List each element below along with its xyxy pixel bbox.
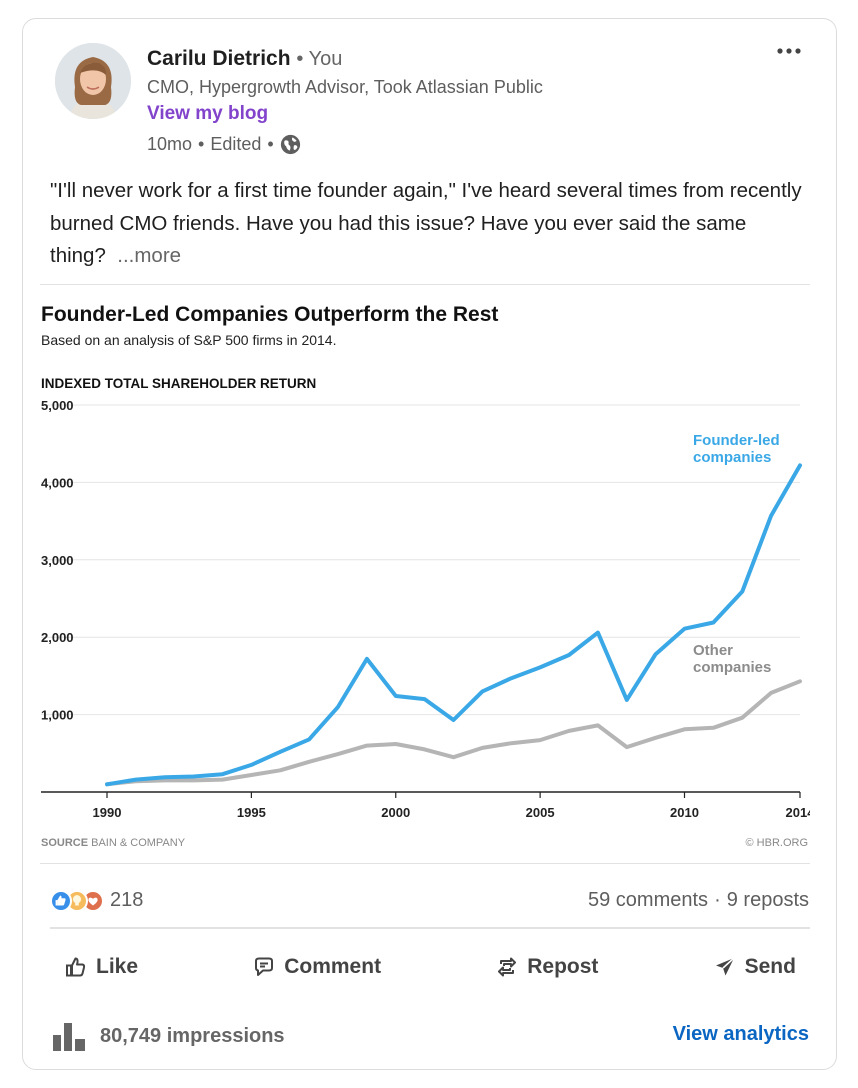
author-you-label: • You bbox=[296, 48, 343, 70]
comment-icon bbox=[255, 957, 274, 976]
comment-label: Comment bbox=[284, 955, 382, 978]
repost-label: Repost bbox=[527, 955, 599, 978]
impressions-count: 80,749 impressions bbox=[100, 1024, 285, 1047]
globe-icon bbox=[280, 134, 300, 155]
like-label: Like bbox=[96, 955, 139, 978]
chart-y-axis-label: INDEXED TOTAL SHAREHOLDER RETURN bbox=[41, 376, 316, 391]
more-options-icon[interactable] bbox=[774, 41, 804, 61]
post-meta: 10mo • Edited • bbox=[147, 134, 301, 155]
action-divider bbox=[50, 927, 810, 929]
view-analytics-link[interactable]: View analytics bbox=[672, 1023, 809, 1045]
series-label-founder-led: Founder-led companies bbox=[693, 432, 780, 466]
series-label-other-companies: Other companies bbox=[693, 642, 771, 676]
feed-post-card: Carilu Dietrich • You CMO, Hypergrowth A… bbox=[22, 18, 837, 1070]
send-label: Send bbox=[744, 955, 796, 978]
reposts-count[interactable]: 9 reposts bbox=[726, 889, 809, 911]
y-tick-label: 4,000 bbox=[41, 475, 74, 490]
repost-icon bbox=[498, 957, 517, 977]
like-button[interactable]: Like bbox=[50, 947, 152, 987]
author-name-text[interactable]: Carilu Dietrich bbox=[147, 47, 291, 70]
x-tick-label: 2000 bbox=[381, 805, 410, 820]
comment-button[interactable]: Comment bbox=[238, 947, 395, 987]
author-avatar[interactable] bbox=[55, 43, 131, 119]
post-age: 10mo bbox=[147, 134, 193, 154]
repost-button[interactable]: Repost bbox=[481, 947, 612, 987]
post-image-chart[interactable]: Founder-Led Companies Outperform the Res… bbox=[40, 284, 810, 864]
y-tick-label: 2,000 bbox=[41, 630, 74, 645]
x-tick-label: 1990 bbox=[93, 805, 122, 820]
comments-reposts-summary: 59 comments · 9 reposts bbox=[588, 889, 809, 912]
chart-subtitle: Based on an analysis of S&P 500 firms in… bbox=[41, 332, 336, 348]
post-edited-label: Edited bbox=[210, 134, 262, 154]
comments-count[interactable]: 59 comments bbox=[588, 889, 709, 911]
x-tick-label: 2014 bbox=[786, 805, 810, 820]
chart-title: Founder-Led Companies Outperform the Res… bbox=[41, 303, 498, 326]
series-line-other-companies bbox=[105, 679, 802, 787]
send-icon bbox=[715, 957, 735, 976]
post-text: "I'll never work for a first time founde… bbox=[50, 175, 810, 273]
separator-dot: · bbox=[714, 889, 721, 911]
author-name[interactable]: Carilu Dietrich • You bbox=[147, 47, 342, 71]
x-tick-label: 1995 bbox=[237, 805, 266, 820]
send-button[interactable]: Send bbox=[699, 947, 810, 987]
see-more-link[interactable]: ...more bbox=[117, 244, 182, 267]
reaction-count[interactable]: 218 bbox=[110, 889, 144, 911]
like-reaction-icon bbox=[50, 889, 72, 912]
y-tick-label: 3,000 bbox=[41, 553, 74, 568]
series-line-founder-led bbox=[105, 463, 802, 787]
reactions-summary[interactable]: 218 bbox=[50, 889, 143, 912]
chart-source: SOURCE BAIN & COMPANY bbox=[41, 837, 186, 849]
x-tick-label: 2005 bbox=[526, 805, 555, 820]
author-headline: CMO, Hypergrowth Advisor, Took Atlassian… bbox=[147, 77, 543, 97]
chart-credit: © HBR.ORG bbox=[746, 837, 809, 849]
line-chart: Founder-Led Companies Outperform the Res… bbox=[41, 303, 810, 849]
post-body: "I'll never work for a first time founde… bbox=[50, 179, 802, 267]
impressions-summary: 80,749 impressions bbox=[52, 1021, 285, 1051]
thumbs-up-icon bbox=[66, 957, 86, 977]
y-tick-label: 1,000 bbox=[41, 708, 74, 723]
bar-chart-icon bbox=[53, 1023, 85, 1051]
x-tick-label: 2010 bbox=[670, 805, 699, 820]
view-blog-link[interactable]: View my blog bbox=[147, 103, 269, 124]
post-action-bar: Like Comment Repost Send bbox=[50, 937, 810, 997]
y-tick-label: 5,000 bbox=[41, 398, 74, 413]
